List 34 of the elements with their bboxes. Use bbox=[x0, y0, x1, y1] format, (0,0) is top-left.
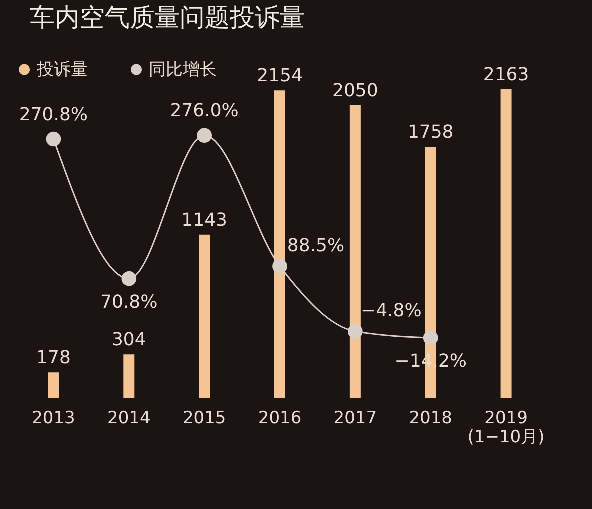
data-label: 70.8% bbox=[100, 292, 158, 313]
data-label: 88.5% bbox=[287, 235, 345, 256]
bar bbox=[199, 234, 210, 398]
data-label: 1143 bbox=[182, 210, 228, 231]
data-label: 304 bbox=[112, 330, 146, 351]
legend-label: 同比增长 bbox=[149, 60, 217, 80]
point bbox=[272, 259, 288, 274]
data-label: 178 bbox=[36, 348, 71, 369]
point bbox=[197, 128, 212, 144]
x-tick-label: 2016 bbox=[258, 408, 302, 428]
data-label: 1758 bbox=[408, 122, 454, 144]
x-tick-label: 2017 bbox=[334, 408, 378, 428]
data-label: 2154 bbox=[257, 66, 303, 87]
chart-title: 车内空气质量问题投诉量 bbox=[30, 3, 305, 32]
data-label: 2163 bbox=[483, 64, 530, 86]
x-tick-label: 2015 bbox=[182, 408, 226, 428]
point bbox=[423, 330, 438, 346]
bar bbox=[48, 372, 60, 398]
bar bbox=[274, 90, 286, 398]
point bbox=[348, 324, 363, 339]
x-tick-label: 2019 (1−10月) bbox=[468, 408, 545, 448]
point bbox=[122, 271, 137, 286]
bar bbox=[500, 89, 512, 398]
x-tick-label: 2013 bbox=[32, 408, 76, 428]
bar bbox=[350, 105, 361, 398]
point bbox=[46, 132, 62, 147]
data-label: 270.8% bbox=[19, 104, 88, 126]
data-label: 2050 bbox=[332, 80, 378, 102]
data-label: 276.0% bbox=[170, 100, 239, 122]
bar bbox=[124, 354, 135, 398]
legend-label: 投诉量 bbox=[36, 60, 88, 80]
x-tick-label: 2014 bbox=[108, 408, 151, 428]
data-label: −4.8% bbox=[361, 300, 422, 322]
x-tick-label: 2018 bbox=[409, 408, 452, 428]
